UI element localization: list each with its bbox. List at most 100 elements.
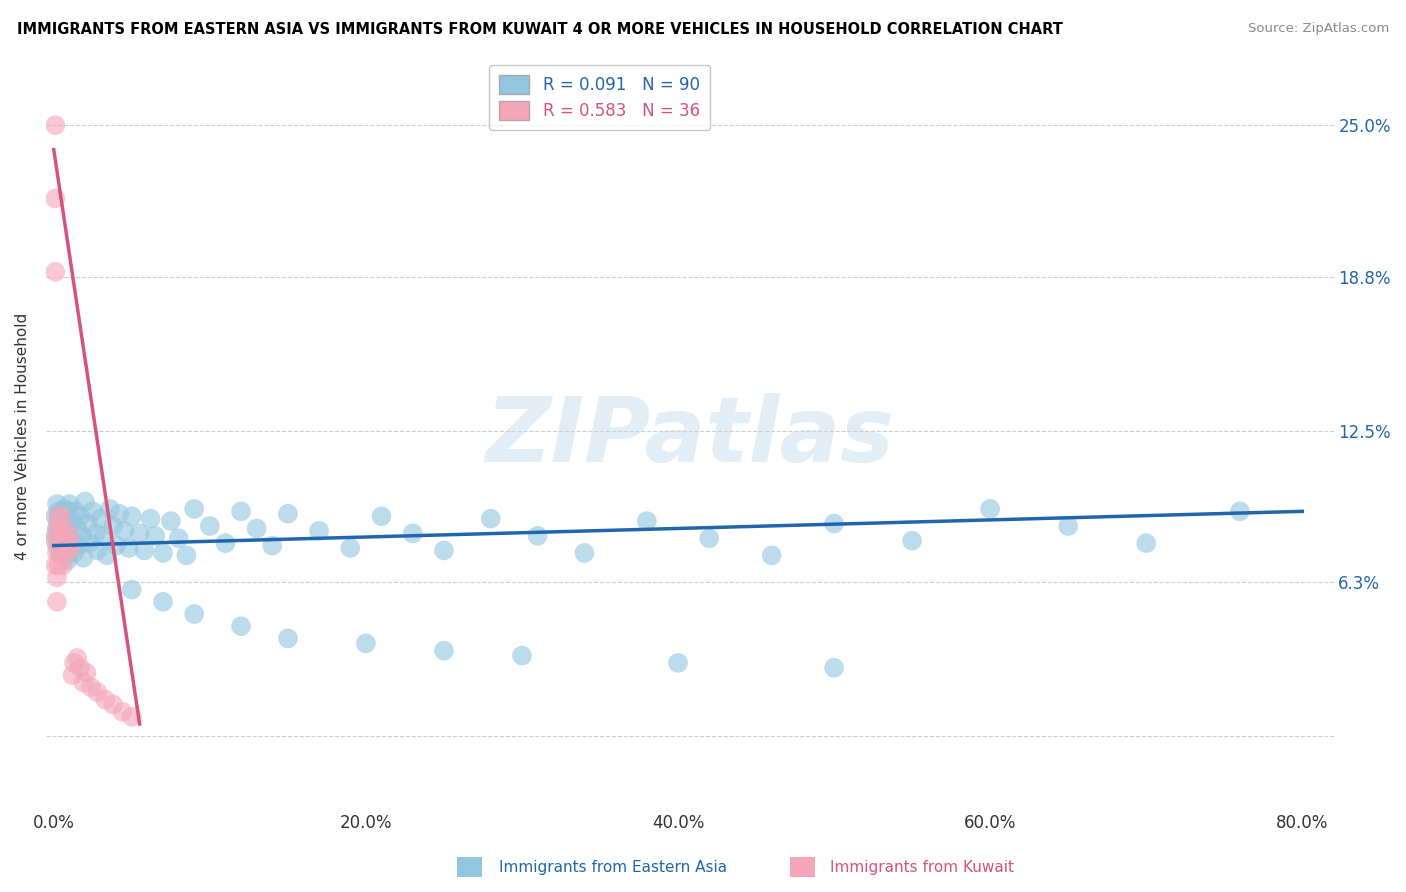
- Point: [183, 502, 205, 516]
- Point: [167, 531, 190, 545]
- Point: [45, 595, 67, 609]
- Point: [90, 511, 112, 525]
- Point: [121, 709, 143, 723]
- Point: [76, 665, 98, 680]
- Point: [44, 558, 66, 573]
- Point: [73, 494, 96, 508]
- Point: [56, 546, 79, 560]
- Point: [82, 504, 104, 518]
- Point: [45, 521, 67, 535]
- Point: [44, 529, 66, 543]
- Point: [56, 504, 79, 518]
- Point: [55, 536, 77, 550]
- Point: [246, 521, 269, 535]
- Point: [96, 549, 118, 563]
- Point: [433, 543, 456, 558]
- Point: [49, 546, 72, 560]
- Point: [152, 595, 174, 609]
- Point: [44, 265, 66, 279]
- Point: [121, 582, 143, 597]
- Point: [49, 521, 72, 535]
- Point: [62, 514, 84, 528]
- Point: [101, 698, 124, 712]
- Point: [45, 546, 67, 560]
- Point: [574, 546, 596, 560]
- Point: [1229, 504, 1251, 518]
- Text: IMMIGRANTS FROM EASTERN ASIA VS IMMIGRANTS FROM KUWAIT 4 OR MORE VEHICLES IN HOU: IMMIGRANTS FROM EASTERN ASIA VS IMMIGRAN…: [17, 22, 1063, 37]
- Point: [159, 514, 181, 528]
- Point: [77, 516, 100, 531]
- Point: [48, 533, 70, 548]
- Point: [101, 519, 124, 533]
- Text: ZIPatlas: ZIPatlas: [485, 392, 894, 481]
- Point: [823, 516, 845, 531]
- Point: [45, 539, 67, 553]
- Point: [666, 656, 689, 670]
- Point: [402, 526, 425, 541]
- Point: [697, 531, 720, 545]
- Point: [72, 550, 94, 565]
- Point: [48, 514, 70, 528]
- Point: [152, 546, 174, 560]
- Point: [51, 507, 73, 521]
- Point: [823, 661, 845, 675]
- Point: [433, 643, 456, 657]
- Point: [52, 558, 75, 573]
- Point: [86, 685, 108, 699]
- Point: [44, 118, 66, 132]
- Point: [44, 192, 66, 206]
- Point: [229, 504, 252, 518]
- Point: [370, 509, 392, 524]
- Point: [277, 507, 299, 521]
- Point: [44, 509, 66, 524]
- Point: [198, 519, 221, 533]
- Point: [53, 550, 76, 565]
- Point: [79, 536, 101, 550]
- Point: [262, 539, 284, 553]
- Point: [80, 681, 103, 695]
- Point: [901, 533, 924, 548]
- Point: [51, 529, 73, 543]
- Point: [139, 511, 162, 525]
- Legend: R = 0.091   N = 90, R = 0.583   N = 36: R = 0.091 N = 90, R = 0.583 N = 36: [489, 65, 710, 130]
- Point: [63, 656, 86, 670]
- Point: [277, 632, 299, 646]
- Point: [98, 502, 121, 516]
- Point: [72, 675, 94, 690]
- Point: [53, 521, 76, 535]
- Point: [128, 526, 150, 541]
- Point: [56, 553, 79, 567]
- Point: [67, 539, 90, 553]
- Point: [339, 541, 361, 555]
- Point: [48, 509, 70, 524]
- Point: [93, 529, 115, 543]
- Point: [112, 524, 135, 538]
- Point: [59, 539, 82, 553]
- Point: [62, 668, 84, 682]
- Point: [58, 519, 80, 533]
- Point: [84, 526, 107, 541]
- Point: [55, 521, 77, 535]
- Point: [66, 651, 89, 665]
- Point: [1135, 536, 1157, 550]
- Point: [108, 507, 131, 521]
- Point: [51, 526, 73, 541]
- Point: [53, 502, 76, 516]
- Point: [58, 497, 80, 511]
- Point: [94, 692, 117, 706]
- Point: [45, 570, 67, 584]
- Point: [121, 509, 143, 524]
- Point: [761, 549, 783, 563]
- Point: [479, 511, 502, 525]
- Point: [979, 502, 1001, 516]
- Point: [111, 705, 134, 719]
- Point: [48, 504, 70, 518]
- Point: [45, 521, 67, 535]
- Point: [1057, 519, 1080, 533]
- Point: [510, 648, 533, 663]
- Point: [58, 529, 80, 543]
- Point: [48, 533, 70, 548]
- Point: [66, 521, 89, 535]
- Point: [63, 546, 86, 560]
- Point: [354, 636, 377, 650]
